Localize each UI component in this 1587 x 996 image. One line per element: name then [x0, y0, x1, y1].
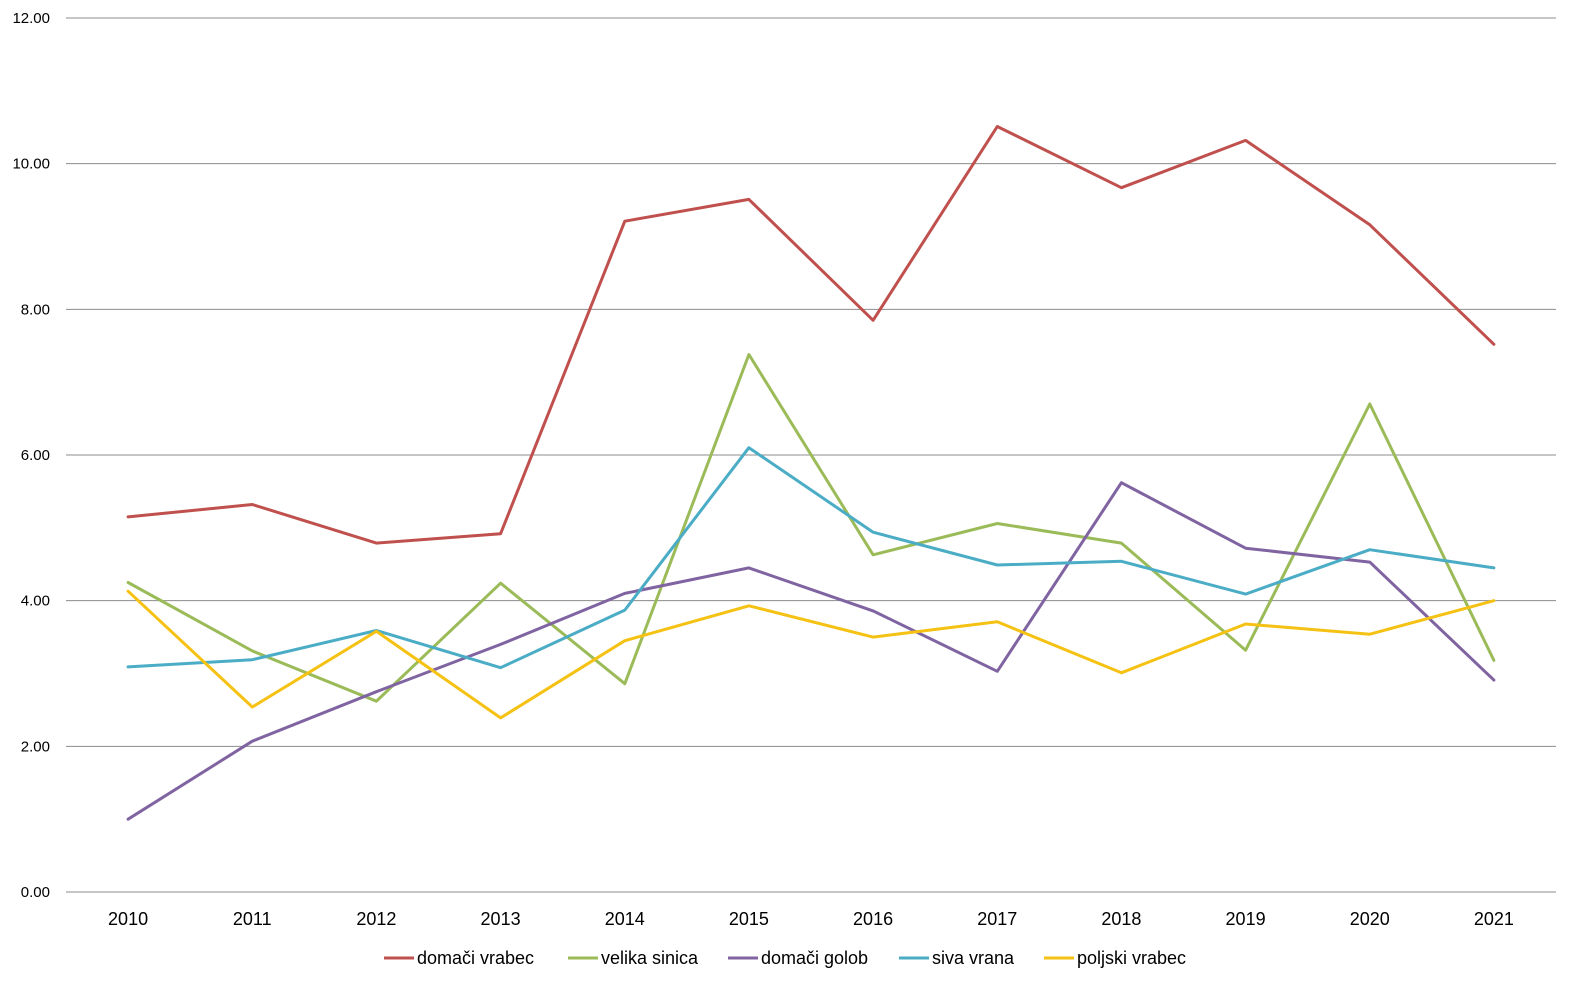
- x-tick-label: 2021: [1474, 909, 1514, 929]
- gridlines: [66, 17, 1556, 893]
- y-tick-label: 8.00: [21, 301, 50, 318]
- y-axis-tick-labels: 0.00 2.00 4.00 6.00 8.00 10.00 12.00: [12, 10, 50, 901]
- x-tick-label: 2016: [853, 909, 893, 929]
- y-tick-label: 12.00: [12, 10, 50, 27]
- legend-item: domači vrabec: [384, 948, 534, 968]
- x-tick-label: 2013: [481, 909, 521, 929]
- series-lines: [126, 125, 1496, 821]
- y-tick-label: 6.00: [21, 447, 50, 464]
- x-tick-label: 2012: [356, 909, 396, 929]
- legend: domači vrabec velika sinica domači golob si…: [384, 948, 1186, 968]
- x-tick-label: 2015: [729, 909, 769, 929]
- legend-label: poljski vrabec: [1077, 948, 1186, 968]
- series-line-1: [126, 125, 1496, 545]
- x-tick-label: 2018: [1101, 909, 1141, 929]
- x-tick-label: 2014: [605, 909, 645, 929]
- legend-label: domači golob: [761, 948, 868, 968]
- x-tick-label: 2017: [977, 909, 1017, 929]
- legend-label: siva vrana: [932, 948, 1015, 968]
- y-tick-label: 0.00: [21, 884, 50, 901]
- legend-item: domači golob: [728, 948, 868, 968]
- legend-item: poljski vrabec: [1044, 948, 1186, 968]
- x-axis-tick-labels: 2010 2011 2012 2013 2014 2015 2016 2017 2018 2019…: [108, 909, 1514, 929]
- legend-label: domači vrabec: [417, 948, 534, 968]
- series-line-4: [126, 446, 1496, 670]
- y-tick-label: 10.00: [12, 156, 50, 173]
- x-tick-label: 2010: [108, 909, 148, 929]
- y-tick-label: 4.00: [21, 593, 50, 610]
- legend-item: siva vrana: [899, 948, 1015, 968]
- x-tick-label: 2020: [1350, 909, 1390, 929]
- x-tick-label: 2011: [233, 909, 272, 929]
- y-tick-label: 2.00: [21, 738, 50, 755]
- series-line-2: [126, 353, 1496, 703]
- x-tick-label: 2019: [1226, 909, 1266, 929]
- series-line-3: [126, 481, 1496, 821]
- series-line-5: [126, 589, 1496, 720]
- legend-label: velika sinica: [601, 948, 699, 968]
- legend-item: velika sinica: [568, 948, 699, 968]
